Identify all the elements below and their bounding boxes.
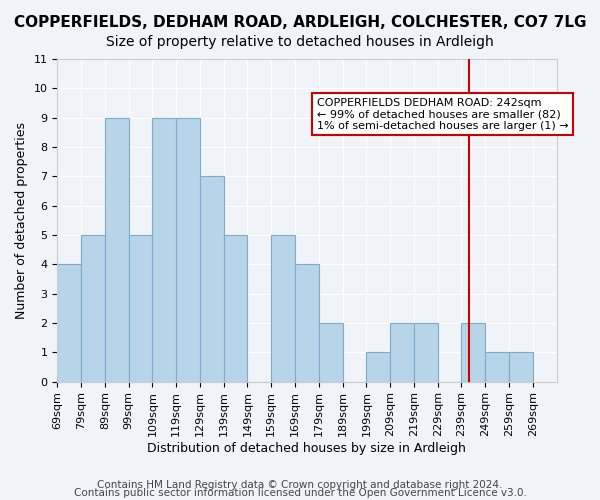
Bar [485,352,509,382]
Text: Size of property relative to detached houses in Ardleigh: Size of property relative to detached ho… [106,35,494,49]
Bar [461,323,485,382]
Bar [105,118,128,382]
Bar [367,352,390,382]
Text: Contains public sector information licensed under the Open Government Licence v3: Contains public sector information licen… [74,488,526,498]
Bar [414,323,437,382]
Bar [176,118,200,382]
Text: Contains HM Land Registry data © Crown copyright and database right 2024.: Contains HM Land Registry data © Crown c… [97,480,503,490]
X-axis label: Distribution of detached houses by size in Ardleigh: Distribution of detached houses by size … [148,442,466,455]
Bar [271,235,295,382]
Bar [224,235,247,382]
Y-axis label: Number of detached properties: Number of detached properties [15,122,28,319]
Text: COPPERFIELDS, DEDHAM ROAD, ARDLEIGH, COLCHESTER, CO7 7LG: COPPERFIELDS, DEDHAM ROAD, ARDLEIGH, COL… [14,15,586,30]
Bar [509,352,533,382]
Bar [319,323,343,382]
Bar [200,176,224,382]
Bar [81,235,105,382]
Bar [295,264,319,382]
Bar [152,118,176,382]
Text: COPPERFIELDS DEDHAM ROAD: 242sqm
← 99% of detached houses are smaller (82)
1% of: COPPERFIELDS DEDHAM ROAD: 242sqm ← 99% o… [317,98,569,131]
Bar [57,264,81,382]
Bar [128,235,152,382]
Bar [390,323,414,382]
